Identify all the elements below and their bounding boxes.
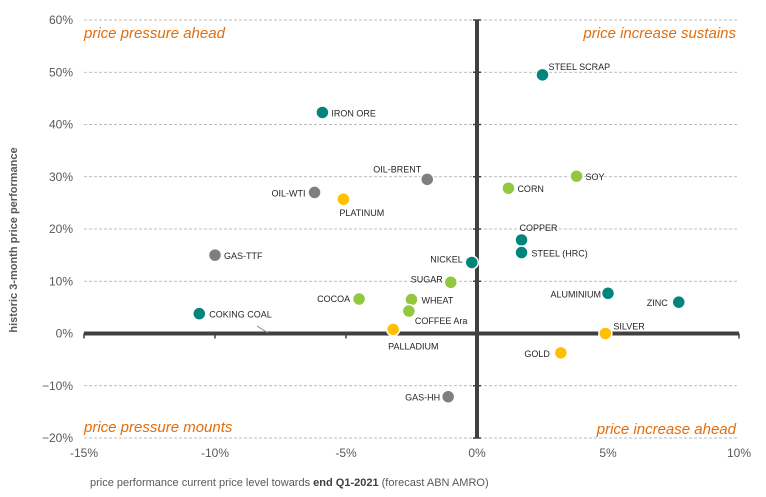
- point-aluminium: [600, 286, 616, 301]
- point-coffee-ara: [401, 303, 417, 319]
- point-label-steel-hrc: STEEL (HRC): [532, 249, 588, 259]
- point-label-copper: COPPER: [520, 223, 559, 233]
- point-label-gas-ttf: GAS-TTF: [224, 251, 263, 261]
- leader-line-coking-coal: [256, 325, 269, 334]
- point-label-sugar: SUGAR: [411, 274, 444, 284]
- point-gold: [553, 345, 569, 361]
- gridlines: [84, 19, 739, 439]
- point-gas-ttf: [207, 247, 223, 263]
- x-tick-label: -10%: [201, 446, 229, 460]
- point-label-wheat: WHEAT: [422, 296, 454, 306]
- point-label-coffee-ara: COFFEE Ara: [415, 316, 468, 326]
- point-label-steel-scrap: STEEL SCRAP: [549, 62, 611, 72]
- y-tick-label: 30%: [49, 170, 73, 184]
- point-cocoa: [351, 291, 367, 307]
- point-label-oil-wti: OIL-WTI: [272, 188, 306, 198]
- point-nickel: [464, 255, 480, 270]
- point-label-oil-brent: OIL-BRENT: [373, 164, 422, 174]
- x-tick-label: 0%: [468, 446, 486, 460]
- quadrant-label-top-right: price increase sustains: [582, 25, 736, 42]
- point-steel-scrap: [535, 67, 550, 83]
- point-steel-hrc: [514, 245, 529, 260]
- point-coking-coal: [192, 306, 207, 321]
- point-label-zinc: ZINC: [647, 298, 668, 308]
- quadrant-label-bottom-right: price increase ahead: [596, 421, 737, 438]
- point-gas-hh: [440, 389, 456, 404]
- y-tick-label: 60%: [49, 13, 73, 27]
- point-zinc: [671, 294, 686, 310]
- point-copper: [514, 232, 529, 248]
- x-axis-title-suffix: (forecast ABN AMRO): [379, 477, 489, 489]
- y-tick-labels: −20% −10% 0% 10% 20% 30% 40% 50% 60%: [42, 13, 73, 445]
- point-label-gold: GOLD: [524, 349, 550, 359]
- y-axis-title: historic 3-month price performance: [8, 147, 20, 332]
- point-label-palladium: PALLADIUM: [388, 341, 438, 351]
- point-label-platinum: PLATINUM: [339, 208, 384, 218]
- x-axis-title-prefix: price performance current price level to…: [90, 477, 313, 489]
- y-tick-label: 40%: [49, 118, 73, 132]
- y-tick-label: 50%: [49, 65, 73, 79]
- point-soy: [569, 168, 584, 184]
- quadrant-label-bottom-left: price pressure mounts: [83, 419, 233, 436]
- point-label-coking-coal: COKING COAL: [209, 310, 272, 320]
- point-corn: [501, 180, 516, 196]
- quadrant-label-top-left: price pressure ahead: [83, 25, 226, 42]
- x-tick-label: -15%: [70, 446, 98, 460]
- point-sugar: [443, 275, 459, 290]
- point-label-soy: SOY: [586, 172, 605, 182]
- y-tick-label: 10%: [49, 274, 73, 288]
- point-label-aluminium: ALUMINIUM: [550, 289, 601, 299]
- point-label-corn: CORN: [517, 184, 544, 194]
- point-oil-brent: [419, 172, 435, 187]
- point-iron-ore: [315, 105, 330, 120]
- axes: [83, 19, 740, 439]
- point-label-gas-hh: GAS-HH: [405, 393, 440, 403]
- data-points: [192, 67, 686, 404]
- point-label-silver: SILVER: [613, 322, 645, 332]
- point-label-nickel: NICKEL: [430, 254, 463, 264]
- point-palladium: [385, 322, 401, 337]
- x-tick-label: -5%: [335, 446, 357, 460]
- y-tick-label: 0%: [56, 327, 74, 341]
- x-tick-label: 5%: [599, 446, 617, 460]
- x-tick-label: 10%: [727, 446, 751, 460]
- point-silver: [598, 326, 613, 341]
- x-axis-title: price performance current price level to…: [90, 477, 489, 489]
- point-oil-wti: [307, 185, 322, 200]
- y-tick-label: −20%: [42, 431, 73, 445]
- data-point-labels: STEEL SCRAP IRON ORE OIL-BRENT OIL-WTI PLATI…: [209, 62, 668, 403]
- y-tick-label: −10%: [42, 379, 73, 393]
- point-platinum: [336, 191, 351, 207]
- point-label-cocoa: COCOA: [317, 294, 350, 304]
- x-tick-labels: -15% -10% -5% 0% 5% 10%: [70, 446, 751, 460]
- y-tick-label: 20%: [49, 222, 73, 236]
- point-label-iron-ore: IRON ORE: [331, 108, 376, 118]
- x-axis-title-bold: end Q1-2021: [313, 477, 378, 489]
